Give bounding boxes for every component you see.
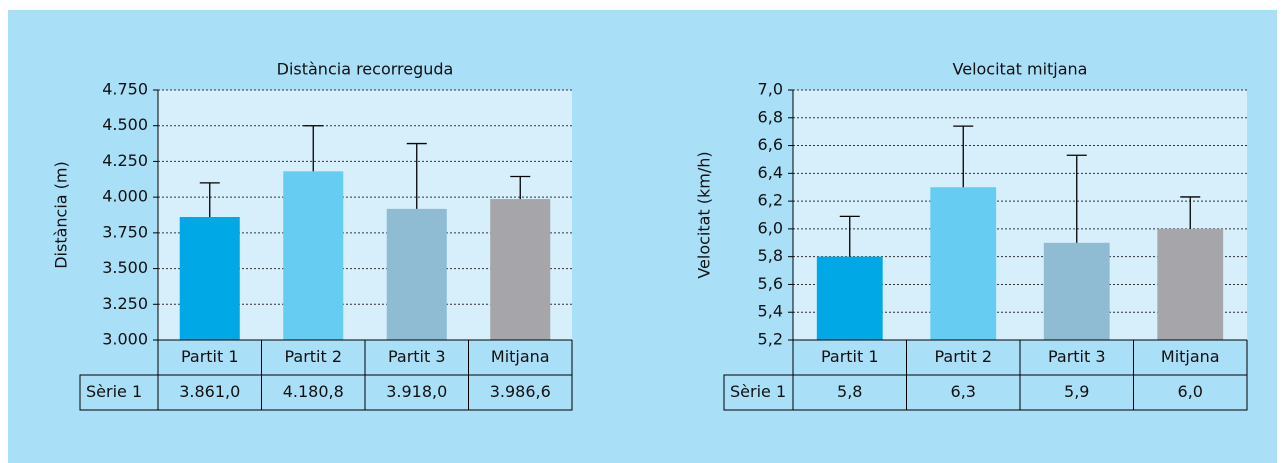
x-tick-label: Partit 3	[388, 347, 446, 366]
y-tick-label: 4.500	[102, 115, 148, 134]
chart-title: Distància recorreguda	[277, 60, 454, 79]
y-tick-label: 7,0	[758, 80, 783, 99]
y-axis-label: Velocitat (km/h)	[695, 151, 714, 278]
table-value: 5,9	[1064, 382, 1089, 401]
bar	[1157, 228, 1224, 340]
y-tick-label: 6,0	[758, 218, 783, 237]
y-tick-label: 3.750	[102, 222, 148, 241]
y-axis-label: Distància (m)	[52, 161, 71, 269]
series-name: Sèrie 1	[86, 382, 142, 401]
bar	[816, 256, 883, 340]
x-tick-label: Mitjana	[491, 347, 550, 366]
y-tick-label: 6,2	[758, 191, 783, 210]
y-tick-label: 3.500	[102, 258, 148, 277]
x-tick-label: Partit 1	[181, 347, 239, 366]
y-tick-label: 5,4	[758, 302, 783, 321]
bar	[386, 208, 447, 340]
y-tick-label: 5,8	[758, 246, 783, 265]
bar	[1043, 242, 1110, 340]
bar	[930, 187, 997, 340]
table-value: 4.180,8	[283, 382, 344, 401]
x-tick-label: Partit 2	[284, 347, 342, 366]
x-tick-label: Partit 2	[934, 347, 992, 366]
y-tick-label: 6,6	[758, 135, 783, 154]
table-value: 3.918,0	[386, 382, 447, 401]
table-value: 3.986,6	[490, 382, 551, 401]
bar	[179, 217, 240, 340]
y-tick-label: 3.250	[102, 294, 148, 313]
y-tick-label: 4.750	[102, 80, 148, 99]
y-tick-label: 4.250	[102, 151, 148, 170]
x-tick-label: Mitjana	[1161, 347, 1220, 366]
y-tick-label: 3.000	[102, 330, 148, 349]
y-tick-label: 5,2	[758, 330, 783, 349]
x-tick-label: Partit 3	[1048, 347, 1106, 366]
table-value: 3.861,0	[179, 382, 240, 401]
table-value: 6,0	[1178, 382, 1203, 401]
bar	[490, 199, 551, 340]
x-tick-label: Partit 1	[821, 347, 879, 366]
y-tick-label: 6,4	[758, 163, 783, 182]
table-value: 5,8	[837, 382, 862, 401]
series-name: Sèrie 1	[730, 382, 786, 401]
y-tick-label: 6,8	[758, 107, 783, 126]
table-value: 6,3	[951, 382, 976, 401]
y-tick-label: 4.000	[102, 187, 148, 206]
y-tick-label: 5,6	[758, 274, 783, 293]
chart-title: Velocitat mitjana	[953, 60, 1088, 79]
bar	[283, 171, 344, 340]
